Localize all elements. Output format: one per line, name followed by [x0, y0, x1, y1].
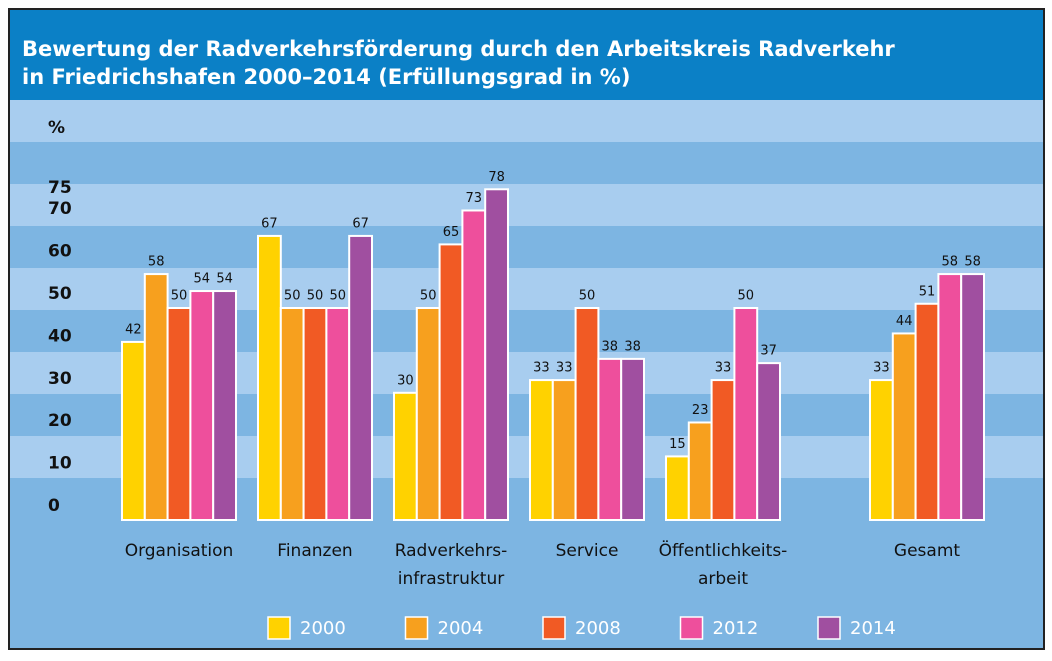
value-label: 50: [420, 289, 437, 304]
value-label: 51: [919, 284, 936, 299]
stripe: [10, 100, 1043, 142]
y-tick-label: 70: [48, 199, 72, 219]
bar: [121, 340, 146, 522]
value-label: 58: [964, 255, 981, 270]
legend-label: 2014: [850, 618, 896, 639]
stripe: [10, 268, 1043, 310]
bar: [551, 379, 577, 521]
y-tick-label: 20: [48, 411, 72, 431]
bar: [166, 307, 192, 521]
bar: [461, 209, 487, 521]
value-label: 37: [760, 344, 777, 359]
value-label: 33: [873, 361, 890, 376]
stripe: [10, 142, 1043, 184]
bar: [891, 332, 917, 521]
x-tick-label: Service: [556, 541, 619, 561]
value-label: 44: [896, 314, 913, 329]
legend-label: 2008: [575, 618, 621, 639]
bar: [914, 302, 940, 522]
value-label: 30: [397, 373, 414, 388]
value-label: 50: [579, 289, 596, 304]
legend-swatch: [542, 616, 566, 640]
x-tick-label: Finanzen: [277, 541, 352, 561]
bar: [620, 357, 646, 521]
bar: [484, 188, 510, 521]
y-tick-label: 60: [48, 242, 72, 262]
bar: [574, 307, 600, 521]
y-tick-label: 0: [48, 496, 60, 516]
bar: [393, 391, 418, 521]
value-label: 50: [284, 289, 301, 304]
value-label: 54: [194, 272, 211, 287]
bar: [415, 307, 441, 521]
value-label: 50: [171, 289, 188, 304]
bar: [756, 362, 782, 521]
bar: [257, 234, 282, 521]
value-label: 54: [216, 272, 233, 287]
y-tick-label: 30: [48, 369, 72, 389]
value-label: 73: [466, 191, 483, 206]
value-label: 33: [556, 361, 573, 376]
bar: [325, 307, 351, 521]
y-tick-label: 40: [48, 326, 72, 346]
value-label: 38: [624, 339, 641, 354]
bar: [438, 243, 464, 521]
value-label: 15: [669, 437, 686, 452]
value-label: 23: [692, 403, 709, 418]
x-tick-label: Öffentlichkeits-arbeit: [659, 539, 788, 589]
value-label: 33: [715, 361, 732, 376]
value-label: 65: [443, 225, 460, 240]
y-tick-label: 75: [48, 178, 72, 198]
bar: [937, 273, 963, 521]
y-tick-label: 50: [48, 284, 72, 304]
bar: [687, 421, 713, 522]
x-tick-label: Radverkehrs-infrastruktur: [395, 541, 508, 589]
bar: [189, 290, 215, 522]
legend-swatch: [817, 616, 841, 640]
value-label: 33: [533, 361, 550, 376]
value-label: 58: [942, 255, 959, 270]
bar: [143, 273, 169, 521]
value-label: 50: [307, 289, 324, 304]
value-label: 50: [330, 289, 347, 304]
x-tick-label: Organisation: [125, 541, 234, 561]
chart-title: Bewertung der Radverkehrsförderung durch…: [22, 37, 895, 61]
y-axis-label: %: [48, 118, 65, 138]
bar: [529, 379, 554, 521]
legend-label: 2012: [713, 618, 759, 639]
legend-swatch: [267, 616, 291, 640]
legend-label: 2004: [438, 618, 484, 639]
bar: [597, 357, 623, 521]
x-tick-label: Gesamt: [894, 541, 960, 561]
value-label: 67: [261, 216, 278, 231]
chart-title: in Friedrichshafen 2000–2014 (Erfüllungs…: [22, 65, 630, 89]
bar: [960, 273, 986, 521]
bar: [279, 307, 305, 521]
bar: [733, 307, 759, 521]
stripe: [10, 184, 1043, 226]
y-tick-label: 10: [48, 454, 72, 474]
legend-swatch: [404, 616, 429, 640]
value-label: 42: [125, 322, 142, 337]
bar: [212, 290, 237, 522]
bar: [665, 455, 690, 521]
bar: [710, 379, 736, 521]
legend-label: 2000: [300, 618, 346, 639]
stripe: [10, 226, 1043, 268]
bar: [869, 379, 894, 521]
bar: [302, 307, 328, 521]
value-label: 78: [488, 170, 505, 185]
bar: [348, 234, 374, 521]
title-band: [10, 10, 1043, 100]
value-label: 58: [148, 255, 165, 270]
value-label: 50: [738, 289, 755, 304]
value-label: 38: [602, 339, 619, 354]
legend-swatch: [679, 616, 704, 640]
value-label: 67: [352, 216, 369, 231]
